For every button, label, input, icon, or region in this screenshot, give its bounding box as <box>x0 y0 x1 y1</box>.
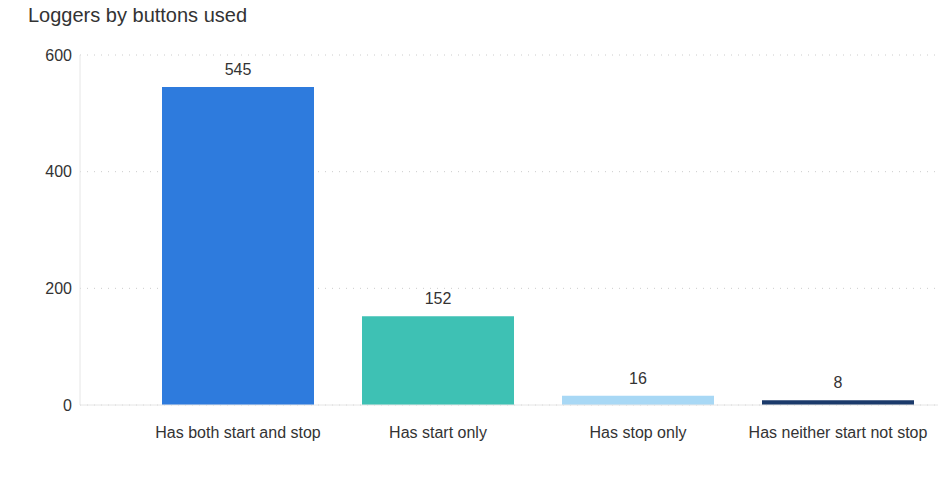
svg-text:Has both start and stop: Has both start and stop <box>155 424 321 441</box>
svg-text:0: 0 <box>63 397 72 414</box>
svg-text:16: 16 <box>629 370 647 387</box>
html-text:Loggers by buttons used: Loggers by buttons used <box>28 4 247 26</box>
svg-text:545: 545 <box>225 61 252 78</box>
svg-text:400: 400 <box>45 163 72 180</box>
svg-text:600: 600 <box>45 47 72 64</box>
svg-text:Has start only: Has start only <box>389 424 487 441</box>
svg-text:152: 152 <box>425 290 452 307</box>
svg-text:Has stop only: Has stop only <box>590 424 687 441</box>
svg-text:8: 8 <box>834 374 843 391</box>
svg-text:Has neither start not stop: Has neither start not stop <box>749 424 928 441</box>
svg-text:200: 200 <box>45 280 72 297</box>
